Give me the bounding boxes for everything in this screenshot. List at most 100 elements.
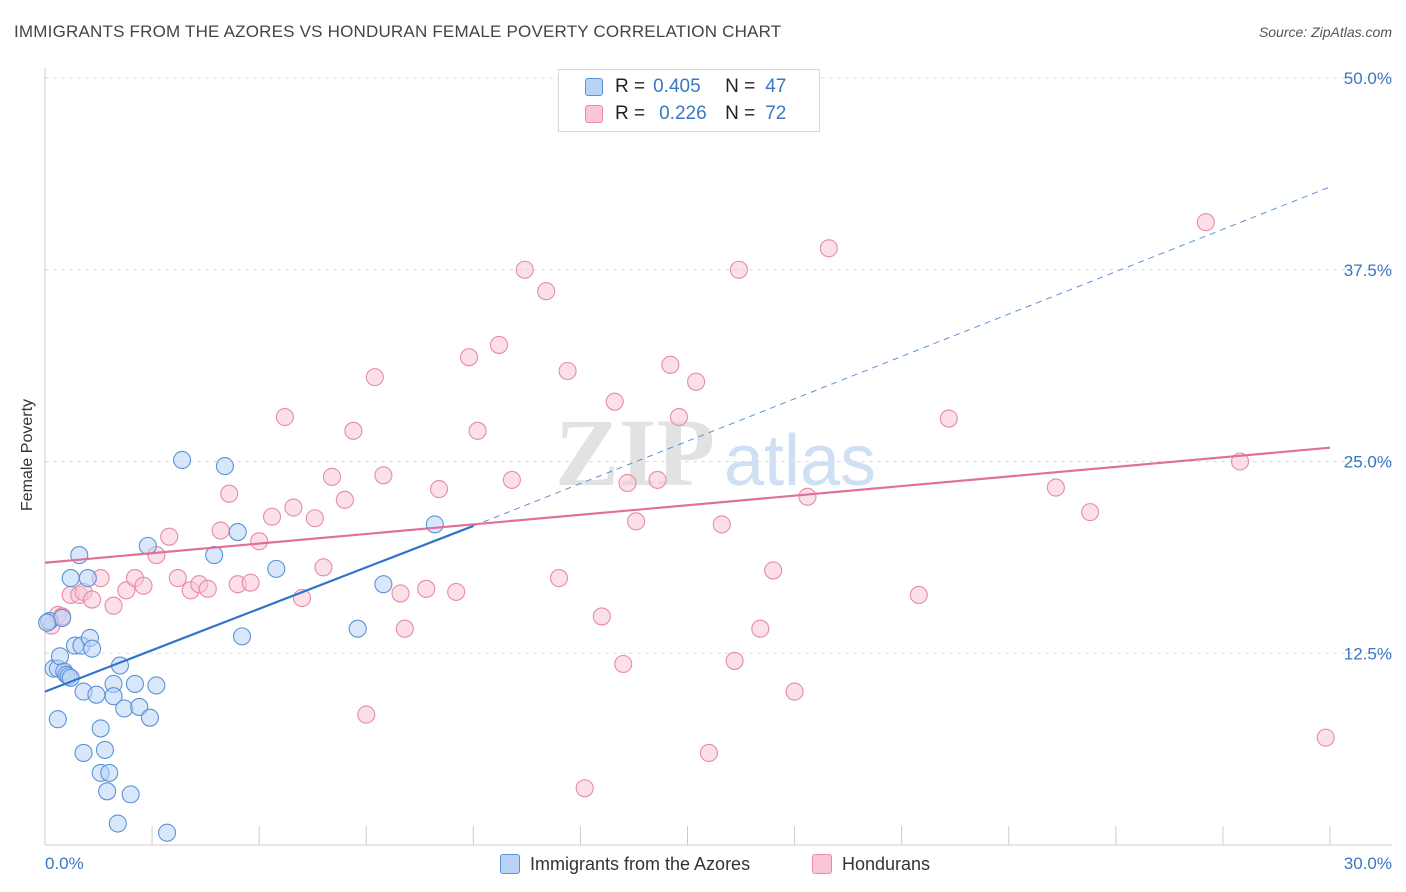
hondurans-point <box>395 619 414 638</box>
azores-point <box>74 743 93 763</box>
hondurans-point <box>648 470 667 489</box>
legend-n-label: N = <box>725 103 756 124</box>
azores-point <box>228 523 247 542</box>
azores-point <box>158 823 177 842</box>
azores-point <box>53 608 72 628</box>
hondurans-point <box>357 705 376 724</box>
stats-legend: R = 0.405 N = 47 R = 0.226 N = 72 <box>558 69 820 132</box>
hondurans-point <box>468 421 487 440</box>
azores-point <box>138 536 157 555</box>
hondurans-legend-label: Hondurans <box>842 853 931 874</box>
hondurans-point <box>575 779 594 798</box>
hondurans-point <box>198 579 217 598</box>
hondurans-legend-icon <box>812 854 832 874</box>
azores-point <box>147 676 166 695</box>
azores-point <box>48 710 67 729</box>
hondurans-point <box>104 596 123 615</box>
legend-row-azores: R = 0.405 N = 47 <box>585 74 786 100</box>
hondurans-point <box>537 282 556 301</box>
hondurans-point <box>1196 213 1215 232</box>
hondurans-point <box>220 484 239 503</box>
azores-point <box>50 647 70 666</box>
hondurans-point <box>687 372 706 391</box>
hondurans-point <box>1081 503 1100 522</box>
hondurans-swatch-icon <box>585 105 603 123</box>
azores-swatch-icon <box>585 78 603 96</box>
legend-row-hondurans: R = 0.226 N = 72 <box>585 101 786 127</box>
legend-n-label: N = <box>725 76 756 97</box>
azores-legend-icon <box>500 854 520 874</box>
axes <box>44 68 1392 846</box>
azores-point <box>87 685 106 704</box>
azores-point <box>425 515 444 534</box>
bottom-legend-hondurans: Hondurans <box>812 852 930 876</box>
hondurans-point <box>699 743 718 763</box>
x-tick-label: 30.0% <box>1344 854 1392 873</box>
hondurans-point <box>592 607 611 626</box>
hondurans-point <box>447 582 466 601</box>
watermark: ZIP atlas <box>555 399 876 506</box>
hondurans-point <box>751 619 770 638</box>
azores-point <box>100 763 119 782</box>
y-tick-label: 37.5% <box>1344 261 1392 280</box>
azores-point <box>232 627 252 646</box>
hondurans-point <box>262 507 282 526</box>
bottom-legend-azores: Immigrants from the Azores <box>500 852 750 876</box>
hondurans-point <box>729 260 748 279</box>
x-tick-label: 0.0% <box>45 854 84 873</box>
hondurans-point <box>322 467 342 486</box>
hondurans-point <box>489 335 509 354</box>
azores-points <box>38 450 444 842</box>
hondurans-point <box>417 579 436 598</box>
hondurans-point <box>515 260 534 279</box>
hondurans-point <box>134 576 153 595</box>
legend-r-value: 0.405 <box>653 76 701 97</box>
azores-point <box>121 785 140 804</box>
azores-point <box>130 697 149 716</box>
azores-point <box>267 559 286 578</box>
hondurans-point <box>275 407 294 427</box>
watermark-zip: ZIP <box>555 399 715 506</box>
hondurans-point <box>160 527 179 546</box>
hondurans-point <box>284 498 303 517</box>
legend-n-value: 47 <box>765 76 787 97</box>
watermark-atlas: atlas <box>724 421 876 501</box>
hondurans-point <box>211 521 230 540</box>
hondurans-point <box>502 470 521 489</box>
hondurans-point <box>250 532 269 551</box>
hondurans-point <box>117 581 136 600</box>
tick-labels: 12.5% 25.0% 37.5% 50.0% 0.0% 30.0% <box>45 69 1392 873</box>
hondurans-trend-line <box>44 446 1331 564</box>
azores-point <box>104 687 123 706</box>
hondurans-point <box>83 590 102 609</box>
azores-point <box>108 814 127 833</box>
trend-lines <box>44 186 1331 693</box>
hondurans-point <box>391 584 410 603</box>
legend-r-label: R = <box>615 103 646 124</box>
azores-point <box>173 450 192 470</box>
legend-r-value: 0.226 <box>659 103 707 124</box>
hondurans-point <box>712 515 731 534</box>
hondurans-point <box>374 466 393 485</box>
hondurans-point <box>344 421 363 440</box>
azores-point <box>374 575 393 594</box>
azores-point <box>61 569 80 588</box>
chart-title: IMMIGRANTS FROM THE AZORES VS HONDURAN F… <box>14 22 782 41</box>
hondurans-point <box>430 480 449 499</box>
hondurans-point <box>1231 452 1250 471</box>
hondurans-point <box>305 509 324 528</box>
azores-legend-label: Immigrants from the Azores <box>530 853 751 874</box>
azores-point <box>125 674 144 693</box>
legend-r-label: R = <box>615 76 646 97</box>
hondurans-point <box>618 473 637 493</box>
hondurans-point <box>459 348 479 367</box>
hondurans-point <box>725 651 744 670</box>
y-tick-label: 50.0% <box>1344 69 1392 88</box>
y-tick-label: 25.0% <box>1344 453 1392 472</box>
hondurans-point <box>314 558 333 577</box>
hondurans-point <box>168 569 187 588</box>
hondurans-point <box>558 361 577 381</box>
azores-point <box>95 740 115 759</box>
hondurans-point <box>939 409 958 428</box>
